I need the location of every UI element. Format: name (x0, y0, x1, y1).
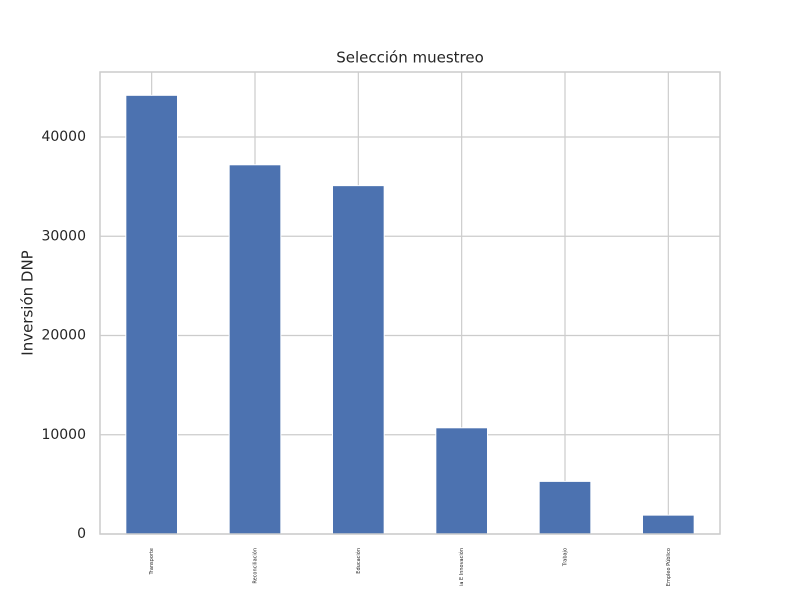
x-tick-label: Educación (355, 548, 362, 574)
y-tick-label: 0 (77, 526, 86, 542)
x-tick-label: Transporte (149, 548, 155, 576)
y-tick-label: 20000 (41, 328, 86, 344)
bar (332, 185, 385, 535)
y-tick-label: 40000 (41, 129, 86, 145)
plot-frame (99, 71, 721, 535)
y-tick-label: 30000 (41, 228, 86, 244)
bar (642, 514, 695, 535)
x-tick-label: Reconciliación (252, 548, 259, 584)
bar (125, 94, 179, 535)
x-tick-label: Trabajo (563, 548, 569, 567)
bar (435, 427, 489, 535)
y-tick-label: 10000 (41, 427, 86, 443)
y-axis-label: Inversión DNP (19, 250, 37, 355)
chart-title: Selección muestreo (336, 49, 484, 67)
x-tick-label: ia E Innovación (458, 548, 465, 586)
bar (228, 164, 282, 535)
bar (538, 480, 592, 535)
x-tick-label: Empleo Público (665, 548, 672, 586)
